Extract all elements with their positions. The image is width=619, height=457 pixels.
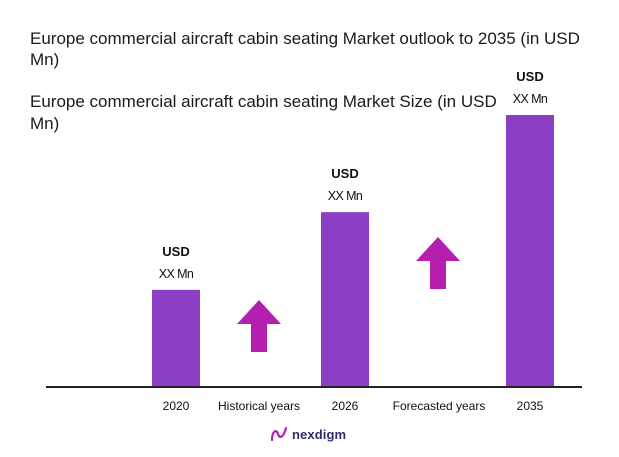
bar-value-label-amount: XX Mn [328,189,363,203]
period-label: Historical years [218,399,300,413]
x-tick-label-2026: 2026 [332,399,359,413]
nexdigm-logo-icon [270,426,288,442]
bar-value-label-amount: XX Mn [513,92,548,106]
x-tick-label-2020: 2020 [163,399,190,413]
bar-2020 [152,289,200,387]
chart-title: Europe commercial aircraft cabin seating… [30,29,580,69]
growth-arrow-icon [237,300,281,352]
brand-name: nexdigm [292,426,347,442]
period-label: Forecasted years [393,399,486,413]
growth-arrow-icon [416,237,460,289]
chart-subtitle: Europe commercial aircraft cabin seating… [30,92,497,133]
bar-value-label-amount: XX Mn [159,267,194,281]
brand-logo: nexdigm [270,426,346,442]
bar-2035 [506,115,554,387]
bar-value-label-currency: USD [331,166,358,181]
bar-2026 [321,212,369,387]
bar-value-label-currency: USD [162,244,189,259]
bar-value-label-currency: USD [516,69,543,84]
x-tick-label-2035: 2035 [517,399,544,413]
